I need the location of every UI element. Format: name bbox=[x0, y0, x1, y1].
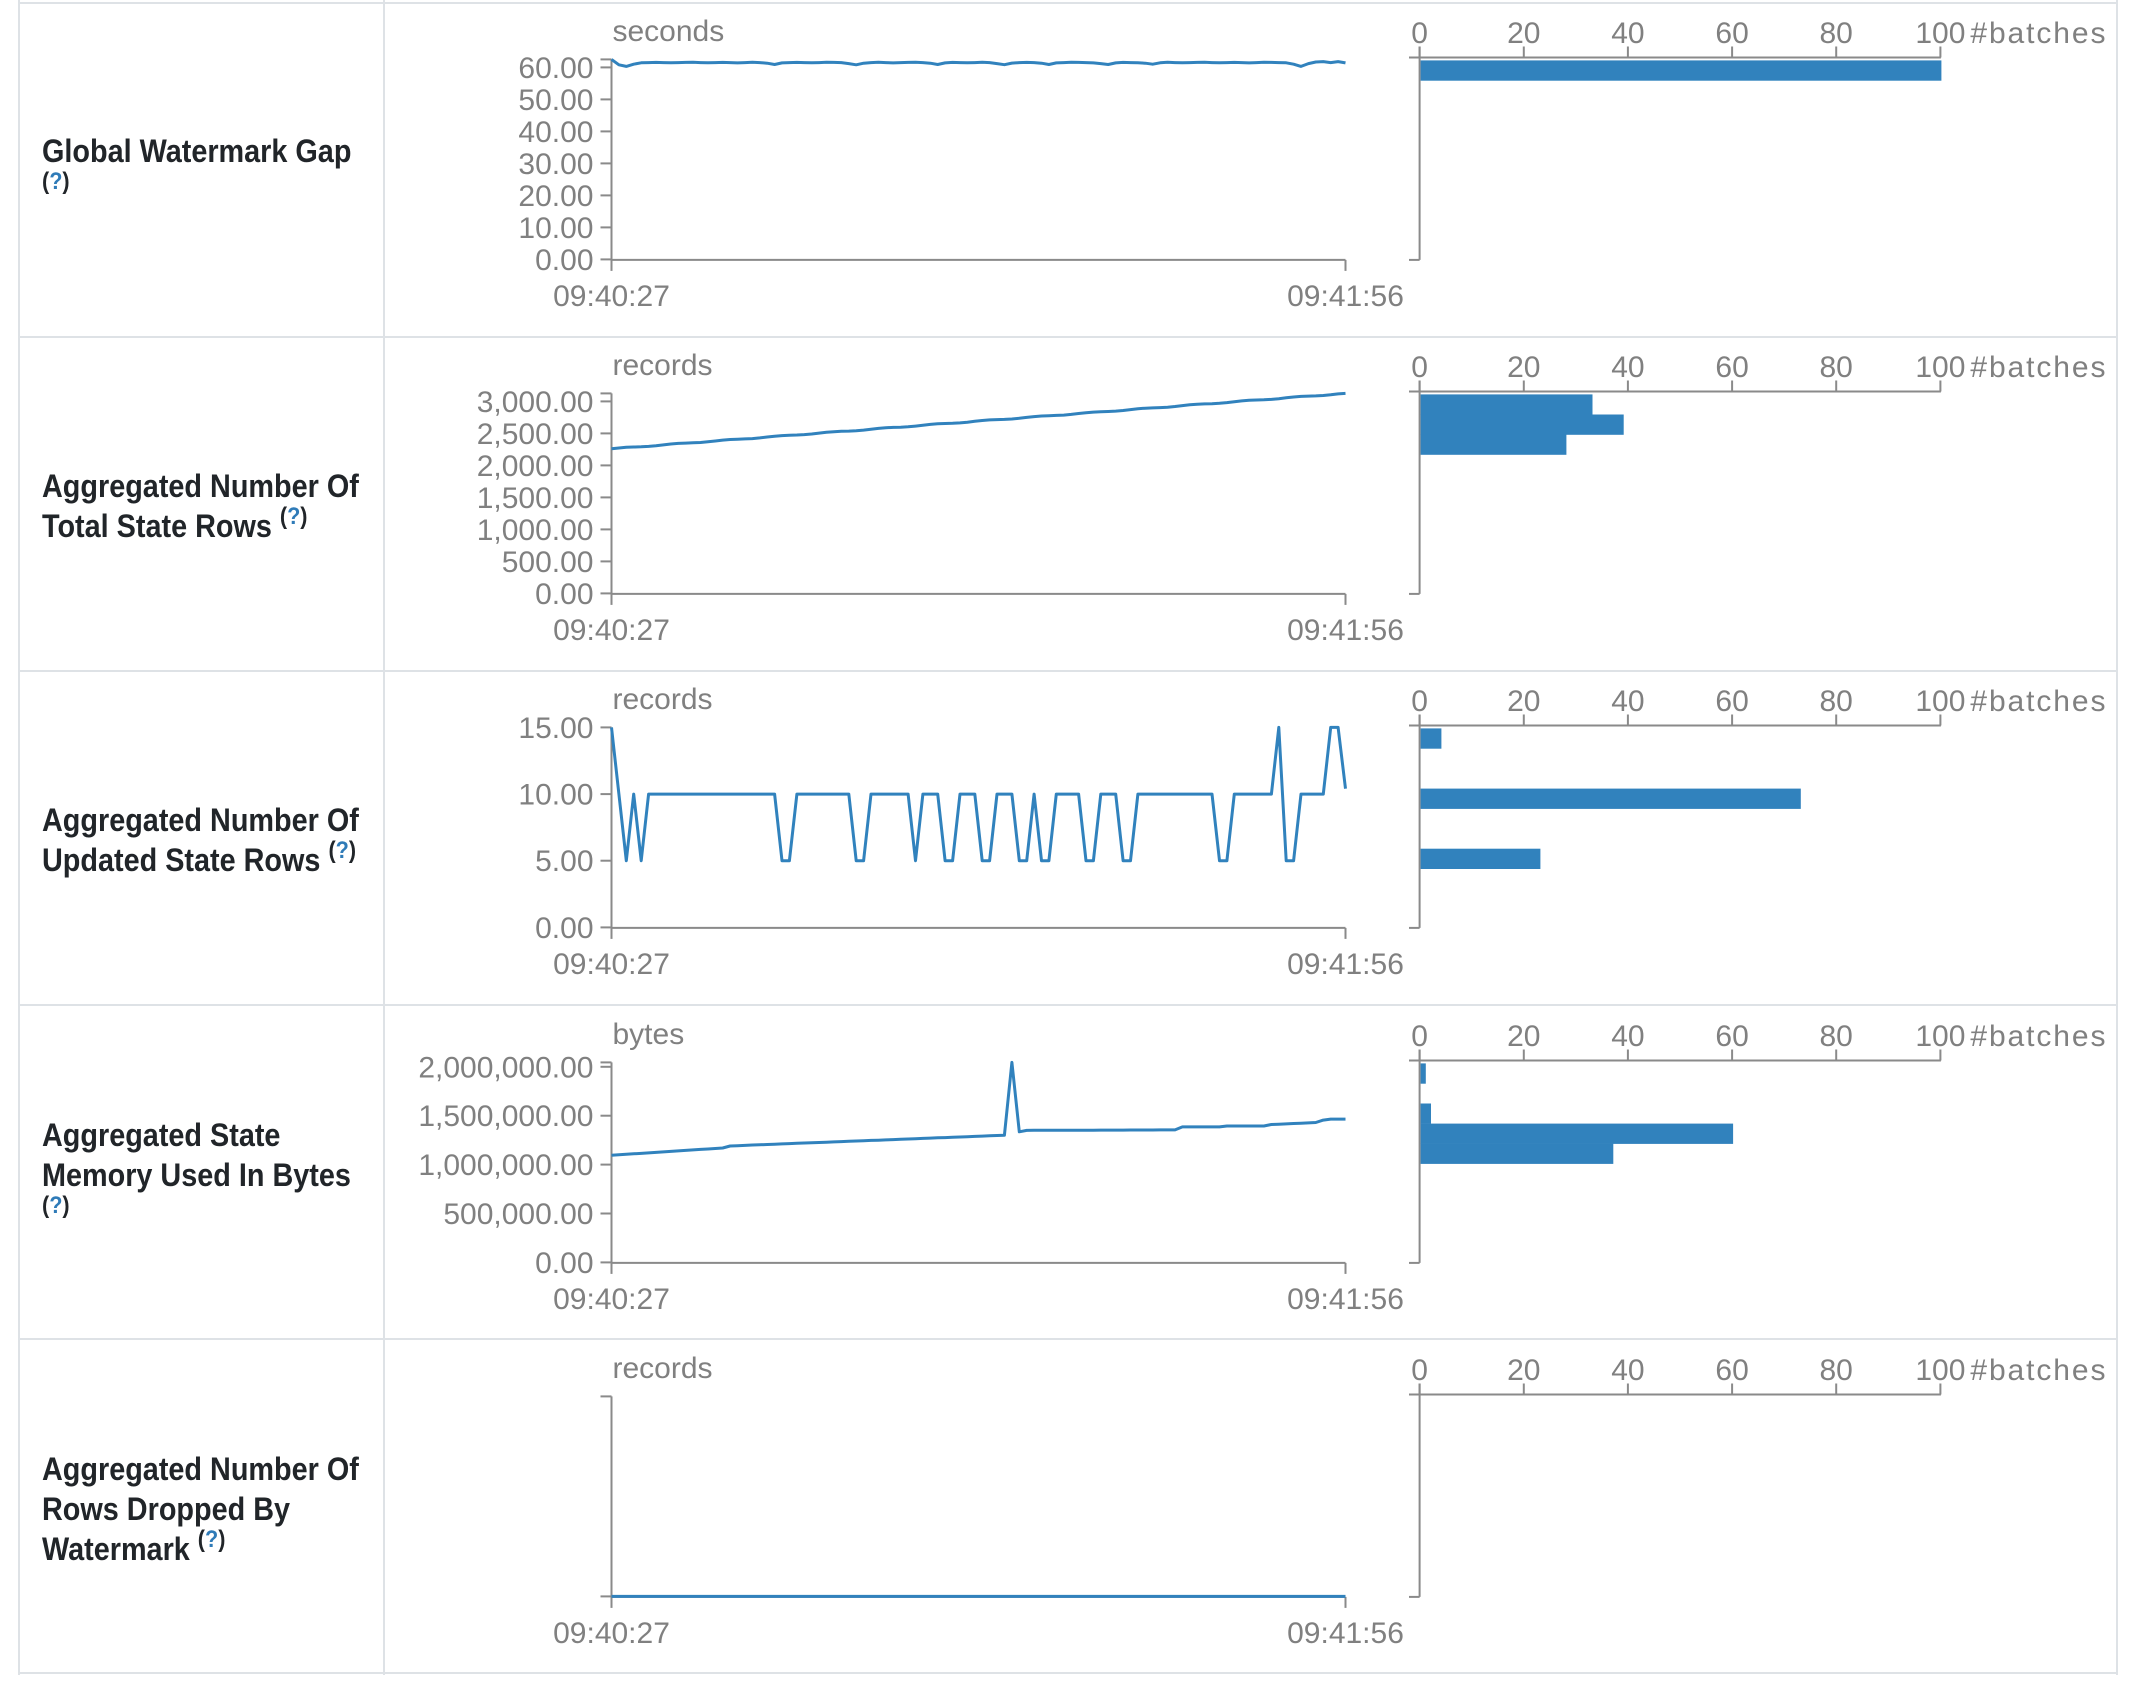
svg-text:09:40:27: 09:40:27 bbox=[553, 1617, 670, 1650]
svg-text:100: 100 bbox=[1915, 1354, 1965, 1387]
svg-text:20.00: 20.00 bbox=[518, 180, 593, 213]
svg-text:60: 60 bbox=[1715, 685, 1748, 718]
svg-text:20: 20 bbox=[1507, 1020, 1540, 1053]
svg-text:09:41:56: 09:41:56 bbox=[1287, 280, 1404, 313]
svg-text:#batches: #batches bbox=[1970, 685, 2107, 718]
svg-text:#batches: #batches bbox=[1970, 1354, 2107, 1387]
svg-text:1,000,000.00: 1,000,000.00 bbox=[418, 1149, 593, 1182]
svg-text:10.00: 10.00 bbox=[518, 212, 593, 245]
svg-text:80: 80 bbox=[1820, 685, 1853, 718]
svg-text:09:40:27: 09:40:27 bbox=[553, 280, 670, 313]
svg-text:60: 60 bbox=[1715, 17, 1748, 50]
svg-text:09:41:56: 09:41:56 bbox=[1287, 948, 1404, 981]
svg-text:60: 60 bbox=[1715, 1020, 1748, 1053]
svg-text:2,000.00: 2,000.00 bbox=[477, 450, 594, 483]
svg-text:50.00: 50.00 bbox=[518, 84, 593, 117]
svg-text:40: 40 bbox=[1611, 17, 1644, 50]
svg-text:#batches: #batches bbox=[1970, 351, 2107, 384]
svg-text:100: 100 bbox=[1915, 1020, 1965, 1053]
svg-text:1,500.00: 1,500.00 bbox=[477, 482, 594, 515]
svg-text:0: 0 bbox=[1411, 1020, 1428, 1053]
svg-text:#batches: #batches bbox=[1970, 1020, 2107, 1053]
svg-text:20: 20 bbox=[1507, 351, 1540, 384]
svg-text:60.00: 60.00 bbox=[518, 52, 593, 85]
svg-text:40: 40 bbox=[1611, 1020, 1644, 1053]
svg-text:records: records bbox=[613, 1352, 713, 1385]
svg-text:40: 40 bbox=[1611, 351, 1644, 384]
svg-text:2,000,000.00: 2,000,000.00 bbox=[418, 1051, 593, 1084]
svg-text:40.00: 40.00 bbox=[518, 116, 593, 149]
svg-text:0: 0 bbox=[1411, 1354, 1428, 1387]
svg-text:15.00: 15.00 bbox=[518, 712, 593, 745]
svg-text:10.00: 10.00 bbox=[518, 779, 593, 812]
svg-text:09:40:27: 09:40:27 bbox=[553, 614, 670, 647]
svg-text:0.00: 0.00 bbox=[535, 578, 593, 611]
svg-text:1,000.00: 1,000.00 bbox=[477, 514, 594, 547]
svg-text:80: 80 bbox=[1820, 1354, 1853, 1387]
svg-text:40: 40 bbox=[1611, 1354, 1644, 1387]
svg-text:100: 100 bbox=[1915, 17, 1965, 50]
svg-text:09:41:56: 09:41:56 bbox=[1287, 1283, 1404, 1316]
svg-text:records: records bbox=[613, 683, 713, 716]
svg-text:0.00: 0.00 bbox=[535, 244, 593, 277]
svg-text:60: 60 bbox=[1715, 351, 1748, 384]
svg-text:100: 100 bbox=[1915, 351, 1965, 384]
svg-text:500,000.00: 500,000.00 bbox=[443, 1198, 593, 1231]
svg-text:5.00: 5.00 bbox=[535, 845, 593, 878]
svg-text:0: 0 bbox=[1411, 685, 1428, 718]
svg-text:40: 40 bbox=[1611, 685, 1644, 718]
svg-text:0.00: 0.00 bbox=[535, 912, 593, 945]
svg-text:500.00: 500.00 bbox=[502, 546, 594, 579]
svg-text:2,500.00: 2,500.00 bbox=[477, 418, 594, 451]
svg-text:0: 0 bbox=[1411, 351, 1428, 384]
svg-text:09:41:56: 09:41:56 bbox=[1287, 614, 1404, 647]
svg-text:3,000.00: 3,000.00 bbox=[477, 386, 594, 419]
svg-text:09:40:27: 09:40:27 bbox=[553, 948, 670, 981]
svg-text:100: 100 bbox=[1915, 685, 1965, 718]
svg-text:30.00: 30.00 bbox=[518, 148, 593, 181]
svg-text:1,500,000.00: 1,500,000.00 bbox=[418, 1100, 593, 1133]
svg-text:bytes: bytes bbox=[613, 1018, 685, 1051]
svg-text:09:40:27: 09:40:27 bbox=[553, 1283, 670, 1316]
svg-text:80: 80 bbox=[1820, 1020, 1853, 1053]
svg-text:0.00: 0.00 bbox=[535, 1247, 593, 1280]
svg-text:20: 20 bbox=[1507, 17, 1540, 50]
svg-text:80: 80 bbox=[1820, 351, 1853, 384]
svg-text:0: 0 bbox=[1411, 17, 1428, 50]
svg-text:20: 20 bbox=[1507, 685, 1540, 718]
svg-text:#batches: #batches bbox=[1970, 17, 2107, 50]
svg-text:09:41:56: 09:41:56 bbox=[1287, 1617, 1404, 1650]
svg-text:80: 80 bbox=[1820, 17, 1853, 50]
svg-text:60: 60 bbox=[1715, 1354, 1748, 1387]
svg-text:20: 20 bbox=[1507, 1354, 1540, 1387]
svg-text:records: records bbox=[613, 349, 713, 382]
svg-text:seconds: seconds bbox=[613, 15, 725, 48]
